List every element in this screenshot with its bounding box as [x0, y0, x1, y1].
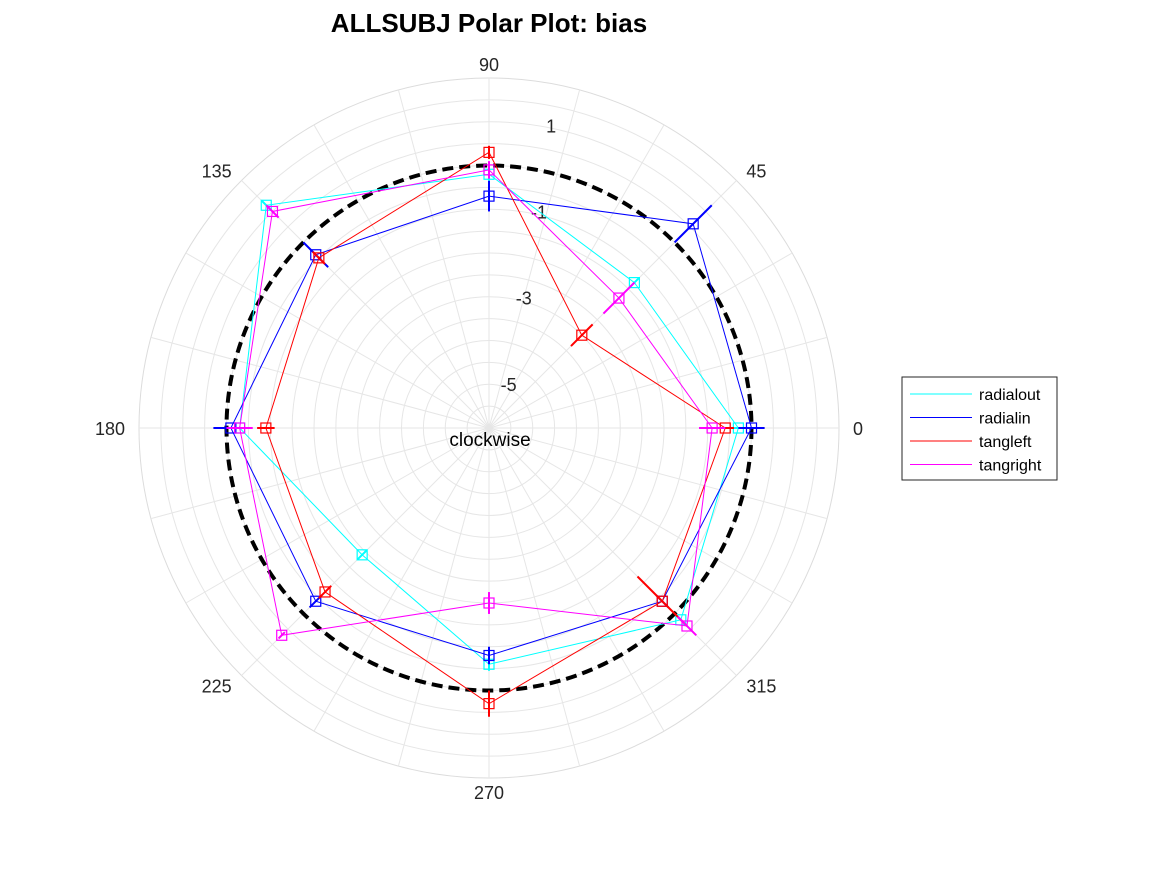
data-marker — [483, 190, 495, 202]
series-line — [239, 169, 713, 636]
data-marker — [687, 218, 699, 230]
grid-spoke — [488, 427, 737, 676]
theta-tick-label: 315 — [746, 676, 776, 696]
grid-spoke — [241, 180, 490, 429]
legend-label: radialin — [979, 411, 1031, 428]
error-bar — [673, 204, 713, 244]
data-marker — [483, 146, 495, 158]
data-series — [213, 145, 765, 717]
radial-tick-label: -1 — [531, 203, 547, 223]
data-marker — [706, 422, 718, 434]
theta-tick-labels: 0 45 90 135 180 225 270 315 — [95, 55, 863, 803]
radial-tick-label: -3 — [516, 289, 532, 309]
grid-spoke — [313, 427, 490, 732]
data-marker — [745, 422, 758, 434]
error-bar — [570, 323, 594, 347]
grid-spoke — [488, 427, 581, 767]
data-marker — [483, 698, 495, 710]
theta-tick-label: 135 — [202, 162, 232, 182]
legend-label: radialout — [979, 387, 1041, 404]
data-marker — [234, 422, 246, 434]
error-bar — [356, 549, 368, 561]
grid-spoke — [397, 89, 490, 429]
error-bar — [277, 631, 286, 640]
legend-label: tangright — [979, 458, 1042, 475]
grid-spoke — [185, 427, 490, 604]
grid-spoke — [488, 427, 793, 604]
data-marker — [681, 620, 693, 632]
data-marker — [266, 205, 279, 218]
data-marker — [483, 164, 495, 176]
data-marker — [576, 329, 588, 341]
data-marker — [613, 292, 625, 304]
theta-tick-label: 0 — [853, 419, 863, 439]
chart-title: ALLSUBJ Polar Plot: bias — [331, 8, 647, 38]
grid-spoke — [150, 336, 490, 429]
data-marker — [310, 249, 322, 261]
error-bar — [265, 204, 280, 219]
grid-spoke — [150, 427, 490, 520]
legend-label: tangleft — [979, 434, 1032, 451]
theta-tick-label: 225 — [202, 676, 232, 696]
data-marker — [628, 277, 640, 289]
grid-spoke — [397, 427, 490, 767]
theta-tick-label: 270 — [474, 783, 504, 803]
data-marker — [260, 422, 272, 434]
data-marker — [260, 199, 272, 211]
grid-spoke — [488, 336, 828, 429]
grid-spoke — [488, 427, 828, 520]
radial-tick-label: -5 — [501, 375, 517, 395]
error-bar — [311, 250, 326, 265]
error-bar — [602, 281, 636, 315]
grid-spoke — [488, 427, 665, 732]
grid-spoke — [185, 252, 490, 429]
theta-tick-label: 90 — [479, 55, 499, 75]
error-bar — [318, 585, 332, 599]
series-tangright — [226, 161, 726, 641]
theta-tick-label: 180 — [95, 419, 125, 439]
grid-spoke — [313, 124, 490, 429]
grid-spoke — [488, 124, 665, 429]
data-marker — [356, 549, 368, 561]
error-bar — [677, 616, 697, 636]
data-marker — [319, 586, 331, 598]
grid-spoke — [488, 252, 793, 429]
data-marker — [483, 649, 495, 662]
data-marker — [310, 595, 322, 607]
legend: radialout radialin tangleft tangright — [901, 376, 1058, 481]
radial-tick-labels: -5 -3 -1 1 — [501, 116, 557, 395]
data-marker — [483, 597, 495, 609]
radial-tick-label: 1 — [546, 116, 556, 136]
grid-spoke — [488, 89, 581, 429]
data-marker — [656, 595, 668, 607]
direction-annotation: clockwise — [449, 430, 530, 451]
data-marker — [276, 629, 288, 641]
theta-tick-label: 45 — [746, 162, 766, 182]
data-marker — [313, 252, 325, 264]
